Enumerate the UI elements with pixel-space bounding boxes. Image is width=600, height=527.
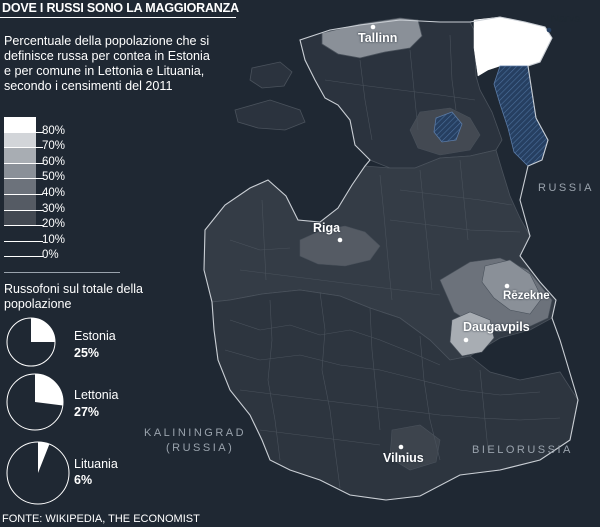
legend-label: 20% [42, 218, 66, 231]
country-label-russia: RUSSIA [538, 182, 594, 194]
pie-slice [38, 442, 50, 473]
city-label-rezekne: Rēzekne [503, 290, 550, 302]
legend-swatch [4, 163, 36, 180]
pie-label-estonia: Estonia [74, 329, 116, 343]
city-label-riga: Riga [313, 221, 341, 235]
legend-item: 40% [4, 179, 124, 199]
city-label-daugavpils: Daugavpils [463, 320, 530, 334]
color-legend: 80% 70% 60% 50% 40% 30% 20% 10% 0% [4, 117, 124, 262]
legend-swatch [4, 194, 36, 211]
legend-label: 40% [42, 186, 66, 199]
legend-swatch [4, 210, 36, 227]
rezekne-dot [504, 283, 510, 289]
narva-dot [546, 27, 552, 33]
section-divider [4, 272, 120, 273]
city-label-tallinn: Tallinn [358, 31, 398, 45]
legend-label: 60% [42, 155, 66, 168]
saaremaa-island [234, 99, 306, 131]
rezekne-area [481, 259, 543, 315]
legend-label: 80% [42, 124, 66, 137]
legend-swatch [4, 117, 36, 133]
map-subtitle: Percentuale della popolazione che si def… [4, 34, 210, 93]
legend-tick-line [4, 193, 43, 195]
legend-item: 10% [4, 226, 124, 246]
pie-estonia: Estonia 25% [6, 317, 116, 372]
legend-tick-line [4, 162, 43, 164]
legend-label: 10% [42, 233, 66, 246]
legend-swatch [4, 132, 36, 149]
country-label-kaliningrad: KALININGRAD [144, 427, 247, 439]
lake-peipus [493, 65, 549, 167]
country-label-kaliningrad-sub: (RUSSIA) [166, 442, 235, 454]
pie-label-lettonia: Lettonia [74, 388, 119, 402]
lake-pskov [433, 111, 463, 143]
harju-county [321, 17, 423, 59]
pie-chart-estonia [6, 317, 56, 367]
legend-label: 0% [42, 249, 59, 262]
legend-swatch [4, 179, 36, 195]
legend-item: 60% [4, 148, 124, 168]
legend-label: 30% [42, 202, 66, 215]
pie-chart-lettonia [6, 373, 64, 431]
legend-tick-line [4, 256, 43, 258]
legend-label: 50% [42, 171, 66, 184]
pie-slice [35, 374, 64, 406]
legend-tick-line [4, 225, 43, 227]
daugavpils-dot [463, 337, 469, 343]
legend-item: 0% [4, 242, 124, 262]
pie-lituania: Lituania 6% [6, 441, 118, 510]
title-divider [0, 17, 236, 18]
legend-item: 50% [4, 163, 124, 184]
vilnius-dot [398, 444, 404, 450]
legend-item: 80% [4, 117, 124, 137]
legend-tick-line [4, 178, 43, 180]
pie-chart-lituania [6, 441, 70, 505]
legend-swatch [4, 148, 36, 164]
page-title: DOVE I RUSSI SONO LA MAGGIORANZA [2, 1, 239, 15]
legend-item: 20% [4, 210, 124, 231]
russophone-title: Russofoni sul totale della popolazione [4, 282, 143, 311]
country-label-belarus: BIELORUSSIA [472, 444, 573, 456]
tallinn-dot [370, 24, 376, 30]
baltic-outline [203, 16, 579, 501]
legend-label: 70% [42, 140, 66, 153]
legend-tick-line [4, 240, 43, 242]
daugavpils-area [449, 311, 495, 357]
pie-value-lituania: 6% [74, 473, 93, 487]
vilnius-area [389, 424, 441, 471]
legend-item: 30% [4, 194, 124, 215]
pie-value-lettonia: 27% [74, 405, 100, 419]
hiiumaa-island [249, 61, 293, 89]
city-label-narva: Narva [551, 13, 581, 25]
city-label-vilnius: Vilnius [383, 451, 424, 465]
legend-item: 70% [4, 132, 124, 153]
riga-dot [337, 237, 343, 243]
pie-value-estonia: 25% [74, 346, 100, 360]
legend-tick-line [4, 147, 43, 149]
pie-slice [31, 318, 55, 342]
riga-area [299, 225, 381, 267]
pie-label-lituania: Lituania [74, 457, 118, 471]
legend-tick-line [4, 209, 43, 211]
legend-tick-line [4, 131, 43, 133]
source-note: FONTE: WIKIPEDIA, THE ECONOMIST [2, 513, 200, 525]
pie-lettonia: Lettonia 27% [6, 373, 118, 436]
